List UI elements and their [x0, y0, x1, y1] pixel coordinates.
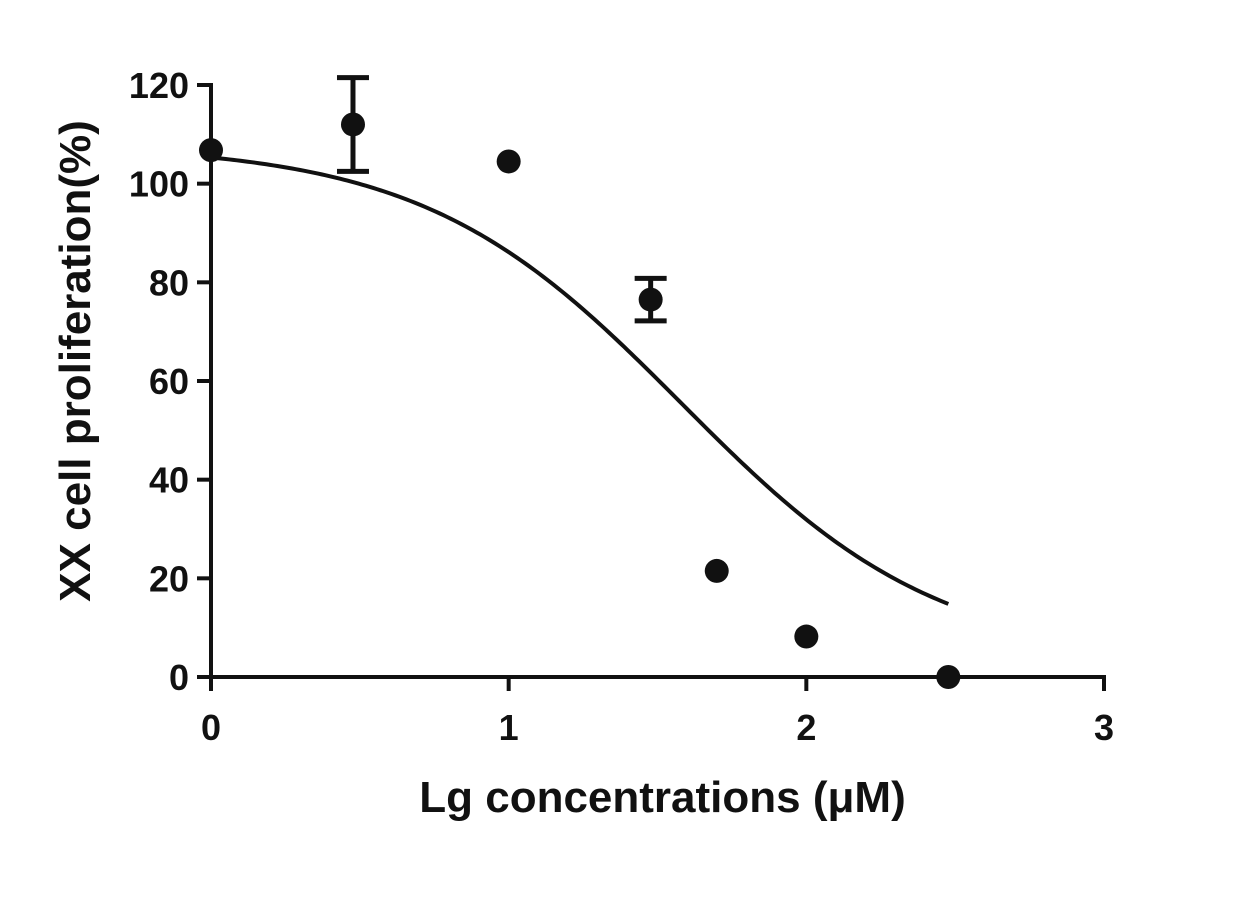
y-tick-label: 120: [129, 65, 189, 106]
data-point: [199, 138, 223, 163]
data-point: [496, 149, 521, 174]
data-point: [936, 665, 961, 689]
data-point: [638, 287, 663, 312]
data-point: [340, 112, 365, 137]
x-ticks: 0 1 2 3: [201, 677, 1114, 748]
x-tick-label: 2: [796, 707, 816, 748]
x-tick-label: 0: [201, 707, 221, 748]
y-tick-label: 40: [149, 460, 189, 501]
data-points: [199, 112, 961, 689]
data-point: [794, 624, 819, 649]
x-tick-label: 3: [1094, 707, 1114, 748]
y-tick-label: 100: [129, 164, 189, 205]
y-tick-label: 60: [149, 361, 189, 402]
data-point: [704, 558, 729, 583]
y-tick-label: 20: [149, 558, 189, 599]
error-bars: [336, 75, 667, 324]
y-tick-label: 0: [169, 657, 189, 698]
y-axis-title: XX cell proliferation(%): [51, 120, 100, 602]
y-ticks: 0 20 40 60 80 100 120: [129, 65, 211, 698]
x-tick-label: 1: [499, 707, 519, 748]
x-axis-title: Lg concentrations (μM): [419, 773, 905, 822]
y-tick-label: 80: [149, 262, 189, 303]
fit-curve: [210, 155, 950, 606]
